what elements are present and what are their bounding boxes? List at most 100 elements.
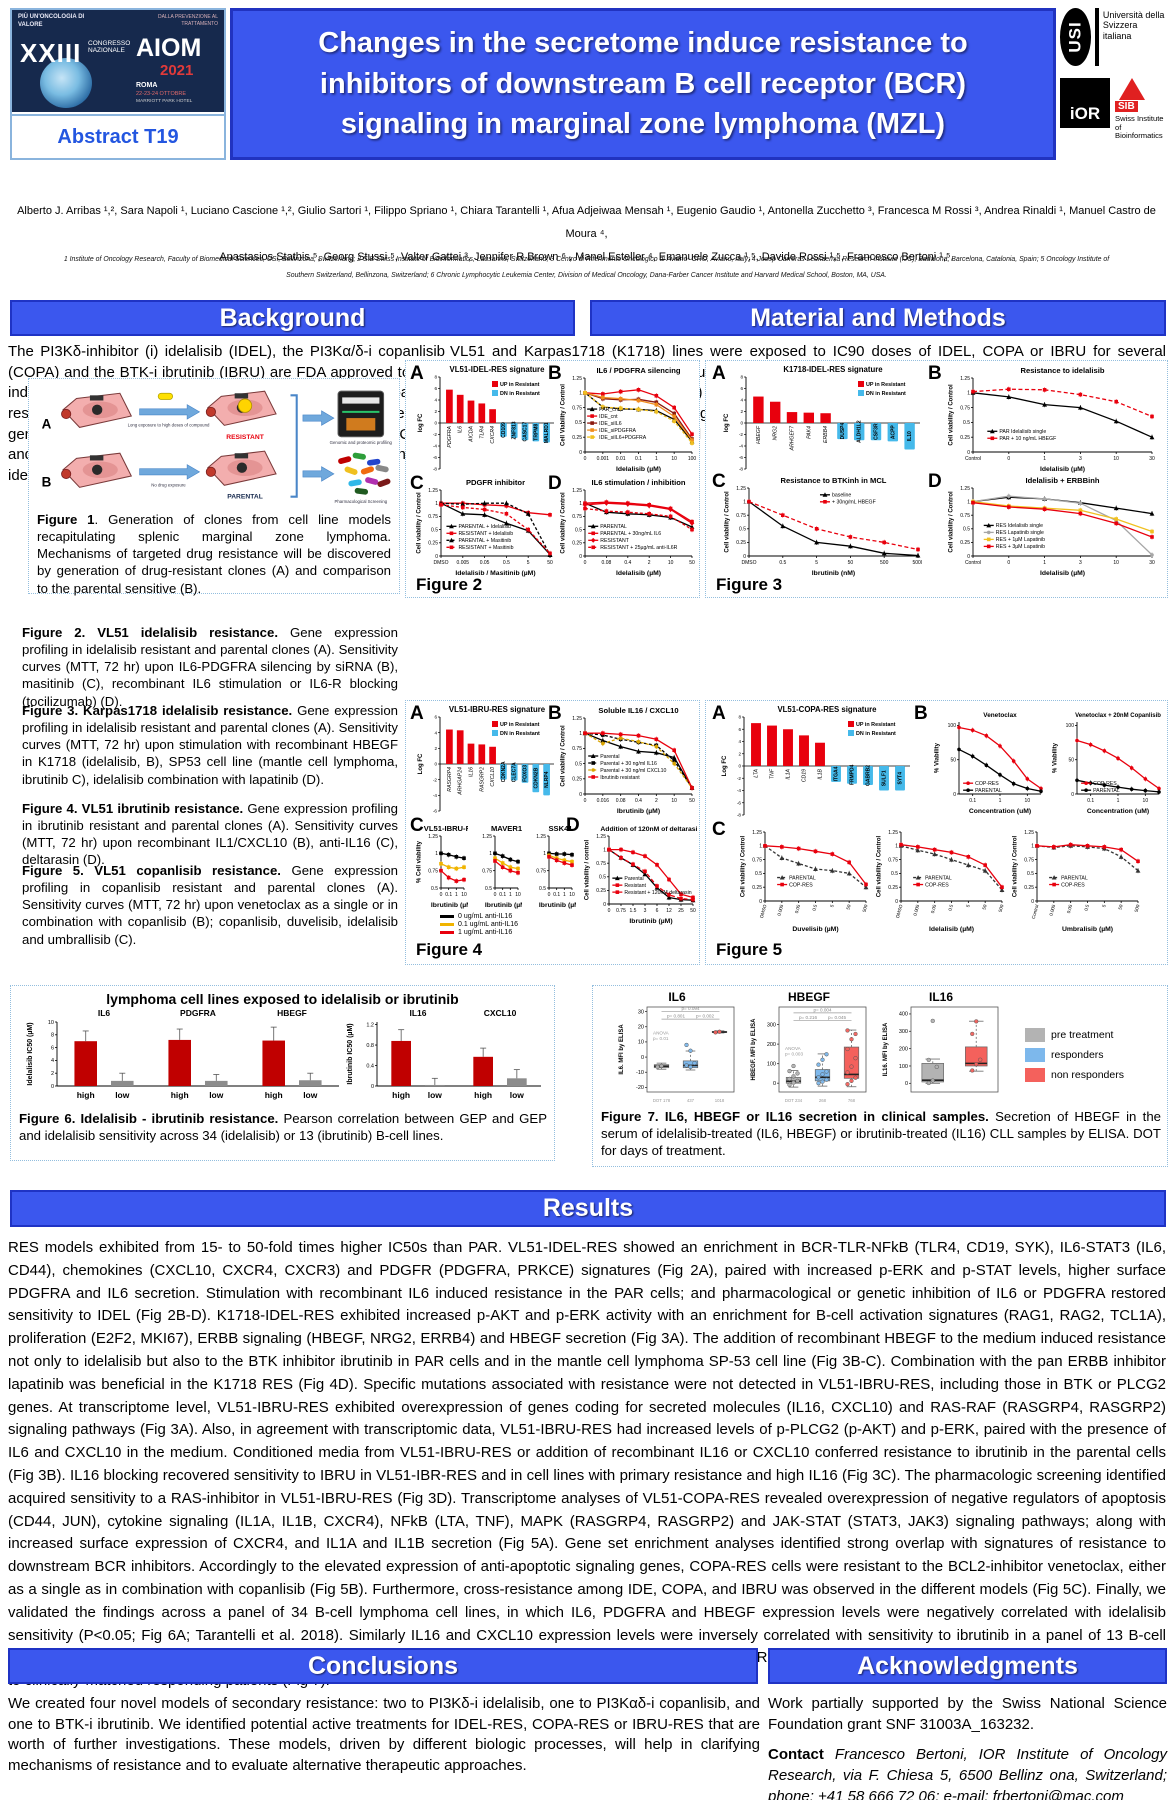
svg-text:1.2: 1.2: [366, 1022, 374, 1028]
svg-text:12: 12: [666, 908, 672, 914]
acknowledgments-header-text: Acknowledgments: [857, 1651, 1078, 1680]
svg-text:0.25: 0.25: [960, 435, 970, 441]
svg-text:10: 10: [1025, 798, 1031, 804]
figure2-caption-text: Gene expression profiling in idelalisib …: [22, 625, 398, 709]
svg-text:30: 30: [1149, 456, 1155, 462]
svg-text:0.5: 0.5: [485, 886, 492, 892]
fig6-ibrutinib-ic50-chart: 0 0.4 0.8 1.2 IL16 high low CXCL10 high low Ibruti…: [345, 1006, 543, 1106]
svg-text:IL10: IL10: [907, 431, 913, 441]
svg-text:Idelalisib (µM): Idelalisib (µM): [929, 926, 974, 933]
svg-text:CXCL10: CXCL10: [484, 1008, 517, 1018]
svg-text:2: 2: [434, 746, 437, 751]
svg-text:DOT 234: DOT 234: [785, 1098, 803, 1103]
svg-text:5: 5: [815, 560, 818, 566]
svg-text:0: 0: [440, 892, 443, 898]
svg-text:low: low: [428, 1090, 443, 1100]
svg-text:1.25: 1.25: [572, 376, 582, 382]
svg-text:0: 0: [759, 899, 762, 905]
svg-text:0.75: 0.75: [536, 868, 546, 874]
svg-text:PARENTAL + Idelalisib: PARENTAL + Idelalisib: [458, 524, 511, 530]
svg-text:1: 1: [579, 391, 582, 397]
affiliations-line-1: 1 Institute of Oncology Research, Facult…: [63, 256, 1110, 263]
fig2b-silencing-chart: 0 0.25 0.5 0.75 1 1.25 0 0.001 0.01 0.1 1 10 100 IL6 …: [558, 365, 697, 473]
svg-text:1: 1: [743, 499, 746, 505]
usi-logo-text: USI: [1065, 21, 1085, 53]
abstract-badge: Abstract T19: [12, 114, 224, 158]
svg-text:1.25: 1.25: [752, 830, 762, 836]
svg-text:COP-RES: COP-RES: [1061, 882, 1085, 888]
svg-text:p= 0.004: p= 0.004: [813, 1007, 831, 1012]
svg-text:high: high: [474, 1090, 492, 1100]
figure5-caption-lead: Figure 5. VL51 copanlisib resistance.: [22, 863, 281, 878]
svg-text:ANOVA: ANOVA: [653, 1030, 670, 1035]
svg-text:1: 1: [999, 798, 1002, 804]
svg-text:+ 30ng/mL HBEGF: + 30ng/mL HBEGF: [832, 500, 876, 506]
svg-text:10: 10: [1113, 560, 1119, 566]
svg-text:RES Idelalisib single: RES Idelalisib single: [996, 523, 1043, 529]
svg-text:1.25: 1.25: [482, 834, 492, 840]
svg-text:100: 100: [688, 456, 696, 462]
fig7-il6-title: IL6: [668, 990, 686, 1004]
svg-text:IDE_siPDGFRA: IDE_siPDGFRA: [599, 428, 636, 434]
figure7-caption-text: Secretion of HBEGF in the serum of idela…: [601, 1109, 1162, 1159]
svg-text:PARENTAL: PARENTAL: [600, 524, 627, 530]
svg-text:Idelalisib (µM): Idelalisib (µM): [1040, 466, 1085, 473]
svg-text:1: 1: [509, 892, 512, 898]
svg-text:Venetoclax + 20nM Copanlisib: Venetoclax + 20nM Copanlisib: [1075, 713, 1161, 719]
conclusions-header-text: Conclusions: [307, 1651, 458, 1680]
svg-text:PDGFR inhibitor: PDGFR inhibitor: [466, 478, 525, 487]
svg-text:5: 5: [527, 560, 530, 566]
svg-text:0.75: 0.75: [428, 514, 438, 520]
svg-text:-8: -8: [433, 467, 438, 472]
svg-text:1: 1: [563, 892, 566, 898]
svg-text:50: 50: [1068, 758, 1074, 764]
svg-text:TRPM8: TRPM8: [533, 424, 539, 441]
svg-text:RES + 3µM Lapatinib: RES + 3µM Lapatinib: [996, 544, 1045, 550]
legend-item: non responders: [1025, 1068, 1124, 1082]
svg-text:6: 6: [434, 715, 437, 720]
svg-text:COP-RES: COP-RES: [975, 781, 999, 787]
svg-text:8: 8: [434, 375, 437, 380]
svg-text:A: A: [42, 416, 52, 431]
svg-text:1.25: 1.25: [888, 830, 898, 836]
svg-text:Cell viability / Control: Cell viability / Control: [1013, 835, 1019, 897]
svg-text:PARENTAL: PARENTAL: [1061, 875, 1088, 881]
svg-text:high: high: [392, 1090, 410, 1100]
svg-text:3: 3: [1079, 560, 1082, 566]
svg-text:10: 10: [638, 1040, 644, 1046]
svg-text:1: 1: [1043, 560, 1046, 566]
svg-text:SULF1: SULF1: [882, 770, 888, 786]
svg-text:0.75: 0.75: [428, 868, 438, 874]
methods-header: Material and Methods: [590, 300, 1166, 336]
svg-text:DMSO: DMSO: [759, 904, 768, 919]
svg-text:0.1: 0.1: [499, 892, 506, 898]
svg-text:8: 8: [51, 1033, 54, 1039]
svg-text:100: 100: [1066, 723, 1075, 729]
legend-item: 0.1 ug/mL anti-IL16: [440, 921, 518, 928]
svg-text:Idelalisib (µM): Idelalisib (µM): [616, 466, 661, 473]
svg-text:CLEC7A: CLEC7A: [512, 762, 518, 782]
svg-text:1.5: 1.5: [630, 908, 637, 914]
svg-text:% Viability: % Viability: [935, 742, 941, 773]
svg-text:Cell viability / Control: Cell viability / Control: [417, 492, 423, 554]
author-list: Alberto J. Arribas ¹,², Sara Napoli ¹, L…: [8, 200, 1165, 269]
svg-text:log FC: log FC: [418, 413, 424, 432]
svg-text:0.25: 0.25: [960, 540, 970, 546]
svg-text:10: 10: [1113, 456, 1119, 462]
svg-text:0.5: 0.5: [811, 904, 818, 912]
svg-text:0: 0: [1007, 560, 1010, 566]
svg-text:2: 2: [648, 560, 651, 566]
affiliations: 1 Institute of Oncology Research, Facult…: [8, 252, 1165, 284]
brain-image: [40, 58, 92, 108]
svg-text:TLR4: TLR4: [479, 426, 485, 439]
svg-text:% Viability: % Viability: [1053, 742, 1059, 773]
authors-line-1: Alberto J. Arribas ¹,², Sara Napoli ¹, L…: [17, 205, 1156, 241]
svg-text:LTA: LTA: [754, 768, 760, 777]
svg-text:DN in Resistant: DN in Resistant: [856, 731, 896, 737]
svg-text:0.005: 0.005: [457, 560, 470, 566]
svg-text:8: 8: [738, 715, 741, 720]
svg-text:Resistance to BTKinh in MCL: Resistance to BTKinh in MCL: [781, 476, 887, 485]
svg-text:HBEGF: HBEGF: [277, 1008, 307, 1018]
svg-text:1: 1: [455, 892, 458, 898]
svg-text:TNF: TNF: [770, 768, 776, 779]
